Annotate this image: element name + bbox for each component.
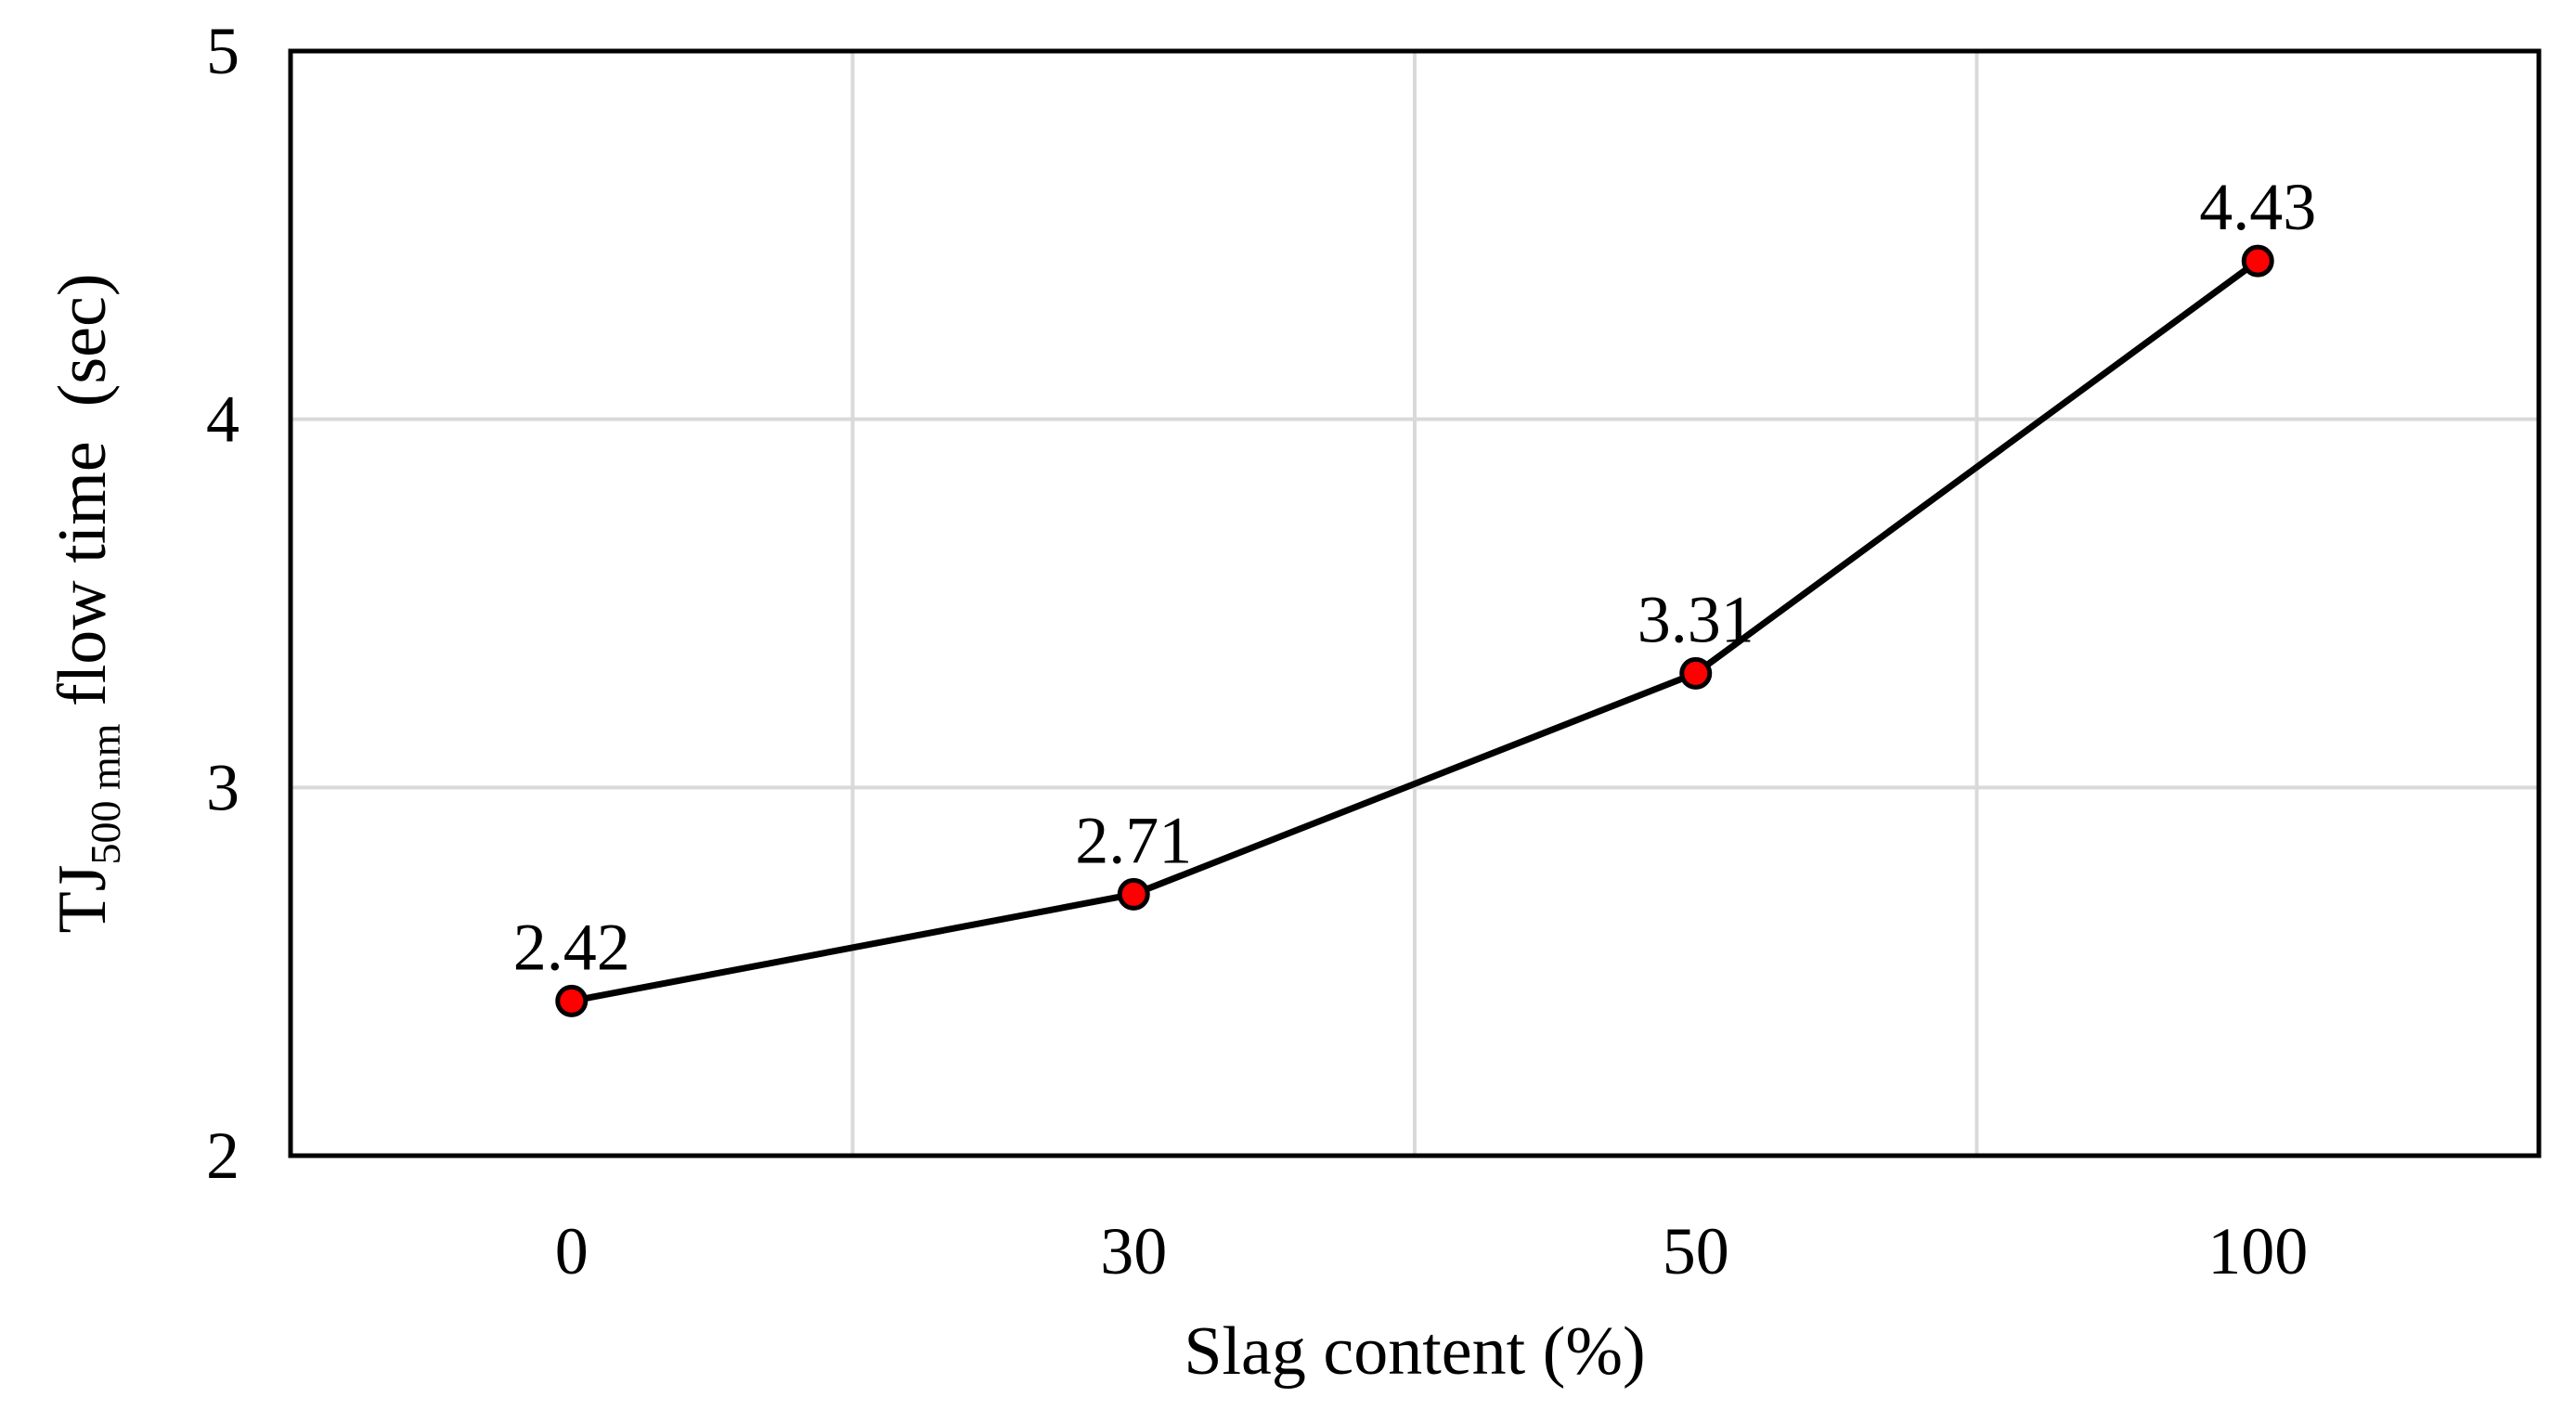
x-tick-label: 50 [1663, 1214, 1729, 1288]
x-tick-labels: 0 30 50 100 [555, 1214, 2309, 1288]
data-label: 3.31 [1638, 582, 1754, 656]
series-line [571, 258, 2260, 1004]
x-axis-title: Slag content (%) [1184, 1313, 1645, 1390]
data-point-marker [555, 984, 589, 1017]
data-labels: 2.42 2.71 3.31 4.43 [513, 170, 2317, 984]
y-tick-label: 3 [206, 750, 239, 824]
data-point-marker [1679, 656, 1713, 690]
markers [555, 244, 2274, 1017]
data-label: 2.71 [1075, 803, 1192, 877]
series-line-layer [571, 258, 2260, 1004]
y-axis-title-main: TJ [45, 865, 121, 934]
data-point-marker [2241, 244, 2274, 278]
y-axis-title-subscript: 500 mm [82, 723, 129, 864]
plot-frame [288, 48, 2542, 1158]
y-tick-labels: 2 3 4 5 [206, 14, 239, 1193]
x-tick-label: 0 [555, 1214, 589, 1288]
data-label: 2.42 [513, 910, 630, 984]
y-axis-title-rest: flow time (sec) [45, 273, 121, 723]
x-tick-label: 30 [1100, 1214, 1167, 1288]
y-tick-label: 5 [206, 14, 239, 88]
y-tick-label: 2 [206, 1119, 239, 1193]
y-tick-label: 4 [206, 382, 239, 457]
data-point-marker [1117, 877, 1150, 911]
x-tick-label: 100 [2207, 1214, 2308, 1288]
data-label: 4.43 [2199, 170, 2316, 244]
y-axis-title: TJ500 mm flow time (sec) [45, 273, 129, 933]
